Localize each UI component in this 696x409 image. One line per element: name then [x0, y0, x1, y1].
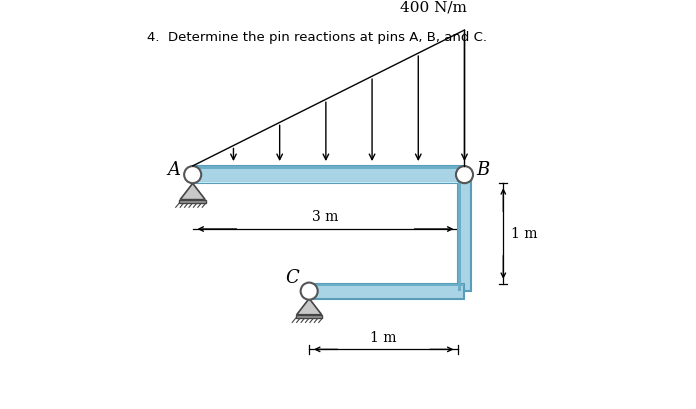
Text: 1 m: 1 m — [511, 227, 537, 240]
Text: B: B — [476, 161, 489, 179]
Text: 400 N/m: 400 N/m — [400, 0, 466, 14]
Bar — [193, 182, 464, 183]
Bar — [193, 166, 464, 183]
Circle shape — [456, 166, 473, 183]
Circle shape — [184, 166, 201, 183]
Bar — [193, 166, 464, 169]
Polygon shape — [296, 299, 322, 315]
Bar — [296, 315, 322, 318]
Circle shape — [301, 283, 317, 300]
Text: C: C — [285, 269, 299, 287]
Bar — [309, 284, 464, 286]
Bar — [309, 284, 464, 299]
Text: 4.  Determine the pin reactions at pins A, B, and C.: 4. Determine the pin reactions at pins A… — [148, 31, 487, 44]
Polygon shape — [180, 183, 205, 200]
Text: 3 m: 3 m — [313, 210, 339, 225]
Bar — [458, 175, 470, 291]
Text: A: A — [168, 161, 180, 179]
Text: 1 m: 1 m — [370, 331, 397, 345]
Bar — [458, 175, 461, 291]
Bar — [180, 200, 206, 203]
